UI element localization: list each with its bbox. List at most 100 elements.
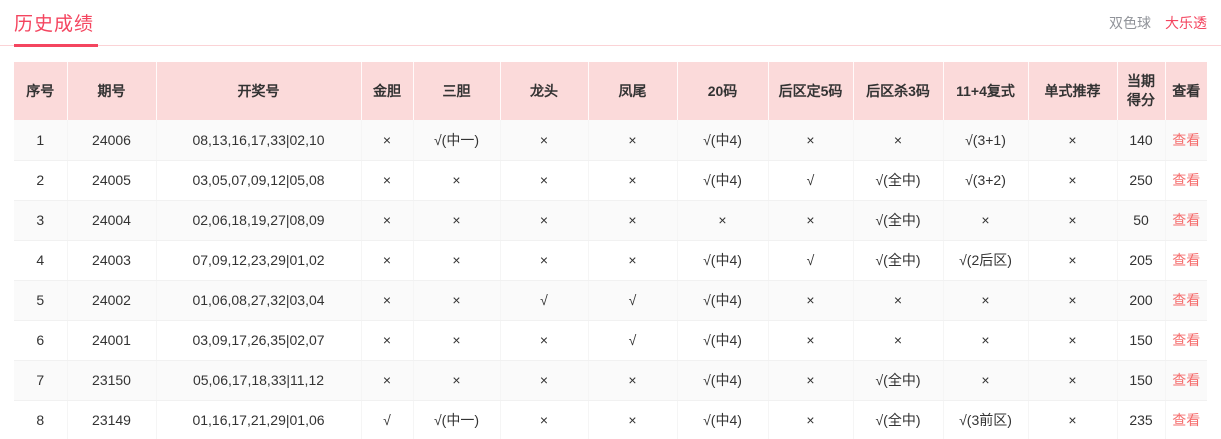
- cell-sandan: √(中一): [413, 120, 501, 161]
- cell-danshi: ×: [1028, 160, 1118, 201]
- cell-numbers: 02,06,18,19,27|08,09: [156, 200, 362, 241]
- cell-numbers: 01,06,08,27,32|03,04: [156, 280, 362, 321]
- history-results-table: 序号 期号 开奖号 金胆 三胆 龙头 凤尾 20码 后区定5码 后区杀3码 11+4复式 单式推荐 当期…: [14, 62, 1207, 439]
- col-header-score: 当期得分: [1117, 62, 1166, 120]
- view-link[interactable]: 查看: [1172, 252, 1201, 268]
- view-link[interactable]: 查看: [1172, 412, 1201, 428]
- cell-fushi: √(2后区): [943, 240, 1029, 281]
- table-header: 序号 期号 开奖号 金胆 三胆 龙头 凤尾 20码 后区定5码 后区杀3码 11+4复式 单式推荐 当期…: [14, 62, 1207, 120]
- cell-score: 250: [1117, 160, 1166, 201]
- active-tab-indicator: [14, 44, 98, 47]
- cell-danshi: ×: [1028, 360, 1118, 401]
- view-link[interactable]: 查看: [1172, 332, 1201, 348]
- col-header-ding5: 后区定5码: [768, 62, 854, 120]
- page-header: 历史成绩 双色球 大乐透: [0, 0, 1221, 47]
- cell-seq: 1: [14, 120, 68, 161]
- col-header-fushi: 11+4复式: [943, 62, 1029, 120]
- cell-ding5: ×: [768, 200, 854, 241]
- col-header-numbers: 开奖号: [156, 62, 362, 120]
- cell-score: 200: [1117, 280, 1166, 321]
- cell-seq: 6: [14, 320, 68, 361]
- cell-sha3: √(全中): [853, 160, 944, 201]
- cell-longtou: √: [500, 280, 589, 321]
- table-row: 5 24002 01,06,08,27,32|03,04 × × √ √ √(中4) × × × × 2…: [14, 280, 1207, 321]
- view-link[interactable]: 查看: [1172, 212, 1201, 228]
- cell-fengwei: ×: [588, 240, 678, 281]
- cell-view[interactable]: 查看: [1165, 160, 1207, 201]
- cell-ding5: √: [768, 240, 854, 281]
- view-link[interactable]: 查看: [1172, 372, 1201, 388]
- col-header-ma20: 20码: [677, 62, 769, 120]
- cell-issue: 24001: [67, 320, 157, 361]
- cell-fengwei: ×: [588, 120, 678, 161]
- cell-seq: 3: [14, 200, 68, 241]
- cell-longtou: ×: [500, 240, 589, 281]
- cell-score: 205: [1117, 240, 1166, 281]
- table-row: 2 24005 03,05,07,09,12|05,08 × × × × √(中4) √ √(全中…: [14, 160, 1207, 201]
- cell-seq: 2: [14, 160, 68, 201]
- cell-ding5: ×: [768, 400, 854, 439]
- cell-ding5: √: [768, 160, 854, 201]
- cell-fushi: ×: [943, 320, 1029, 361]
- table-row: 1 24006 08,13,16,17,33|02,10 × √(中一) × × √(中4) ×…: [14, 120, 1207, 161]
- cell-sandan: ×: [413, 240, 501, 281]
- cell-sha3: √(全中): [853, 360, 944, 401]
- cell-jindan: ×: [361, 360, 414, 401]
- view-link[interactable]: 查看: [1172, 292, 1201, 308]
- cell-score: 235: [1117, 400, 1166, 439]
- cell-view[interactable]: 查看: [1165, 200, 1207, 241]
- cell-view[interactable]: 查看: [1165, 320, 1207, 361]
- cell-issue: 24002: [67, 280, 157, 321]
- cell-fushi: √(3+2): [943, 160, 1029, 201]
- cell-ding5: ×: [768, 280, 854, 321]
- cell-jindan: ×: [361, 320, 414, 361]
- cell-sandan: √(中一): [413, 400, 501, 439]
- cell-seq: 4: [14, 240, 68, 281]
- cell-danshi: ×: [1028, 240, 1118, 281]
- lottery-type-tabs: 双色球 大乐透: [1109, 13, 1207, 33]
- cell-fushi: ×: [943, 280, 1029, 321]
- col-header-issue: 期号: [67, 62, 157, 120]
- cell-numbers: 01,16,17,21,29|01,06: [156, 400, 362, 439]
- col-header-sandan: 三胆: [413, 62, 501, 120]
- col-header-danshi: 单式推荐: [1028, 62, 1118, 120]
- cell-seq: 7: [14, 360, 68, 401]
- cell-longtou: ×: [500, 400, 589, 439]
- cell-danshi: ×: [1028, 400, 1118, 439]
- cell-view[interactable]: 查看: [1165, 240, 1207, 281]
- history-table-container: 序号 期号 开奖号 金胆 三胆 龙头 凤尾 20码 后区定5码 后区杀3码 11+4复式 单式推荐 当期…: [14, 62, 1207, 439]
- cell-score: 150: [1117, 360, 1166, 401]
- cell-ma20: √(中4): [677, 320, 769, 361]
- cell-view[interactable]: 查看: [1165, 120, 1207, 161]
- table-row: 8 23149 01,16,17,21,29|01,06 √ √(中一) × × √(中4) ×…: [14, 400, 1207, 439]
- cell-fengwei: √: [588, 280, 678, 321]
- cell-view[interactable]: 查看: [1165, 360, 1207, 401]
- cell-jindan: ×: [361, 160, 414, 201]
- col-header-sha3: 后区杀3码: [853, 62, 944, 120]
- cell-sandan: ×: [413, 280, 501, 321]
- col-header-fengwei: 凤尾: [588, 62, 678, 120]
- cell-jindan: ×: [361, 240, 414, 281]
- cell-score: 50: [1117, 200, 1166, 241]
- cell-jindan: ×: [361, 200, 414, 241]
- cell-ma20: √(中4): [677, 400, 769, 439]
- cell-fengwei: ×: [588, 200, 678, 241]
- col-header-jindan: 金胆: [361, 62, 414, 120]
- view-link[interactable]: 查看: [1172, 131, 1201, 148]
- cell-longtou: ×: [500, 200, 589, 241]
- cell-danshi: ×: [1028, 280, 1118, 321]
- tab-daletou[interactable]: 大乐透: [1165, 14, 1207, 31]
- cell-sandan: ×: [413, 320, 501, 361]
- cell-sandan: ×: [413, 200, 501, 241]
- cell-longtou: ×: [500, 360, 589, 401]
- cell-view[interactable]: 查看: [1165, 400, 1207, 439]
- cell-fengwei: ×: [588, 160, 678, 201]
- cell-numbers: 07,09,12,23,29|01,02: [156, 240, 362, 281]
- view-link[interactable]: 查看: [1172, 172, 1201, 188]
- cell-view[interactable]: 查看: [1165, 280, 1207, 321]
- table-row: 7 23150 05,06,17,18,33|11,12 × × × × √(中4) × √(全中…: [14, 360, 1207, 401]
- tab-shuangseqiu[interactable]: 双色球: [1109, 14, 1151, 31]
- cell-issue: 24006: [67, 120, 157, 161]
- cell-fengwei: √: [588, 320, 678, 361]
- cell-issue: 24003: [67, 240, 157, 281]
